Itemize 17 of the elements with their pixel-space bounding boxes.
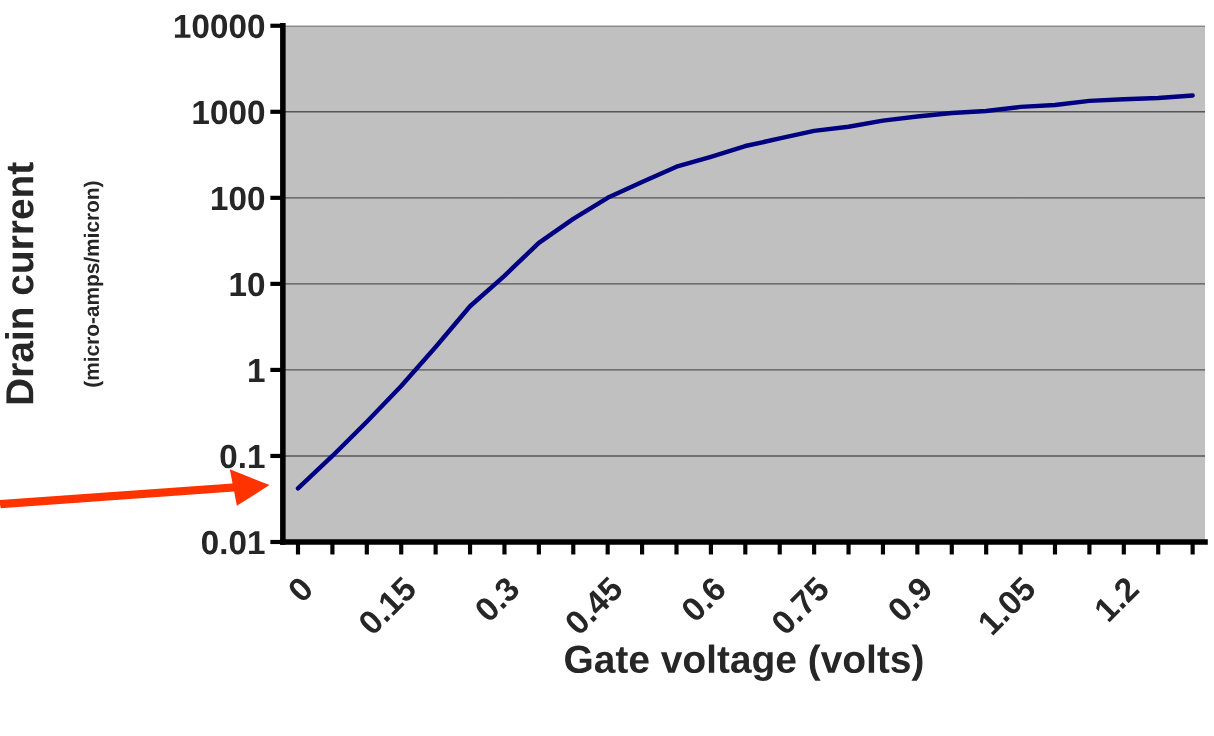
y-tick-label: 1000 bbox=[193, 100, 265, 125]
x-tick-label: 1.2 bbox=[1093, 575, 1140, 623]
x-tick-label: 0.6 bbox=[679, 575, 728, 624]
y-tick-label: 10000 bbox=[174, 14, 265, 39]
x-tick-label: 0.3 bbox=[473, 575, 521, 624]
y-axis-title: Drain current bbox=[5, 162, 34, 404]
y-tick-label: 0.1 bbox=[220, 444, 265, 469]
y-tick-label: 100 bbox=[211, 186, 265, 211]
text: (micro-amps/micron) bbox=[83, 181, 104, 387]
y-tick-label: 0.01 bbox=[201, 530, 265, 555]
line-series bbox=[295, 93, 1195, 491]
x-tick-label: 0 bbox=[286, 575, 315, 604]
y-tick-label: 1 bbox=[249, 359, 265, 382]
x-tick-label: 0.45 bbox=[563, 575, 625, 637]
x-axis-title: Gate voltage (volts) bbox=[565, 644, 923, 681]
x-tick-label: 0.9 bbox=[886, 575, 934, 624]
y-tick-label: 10 bbox=[230, 272, 265, 297]
